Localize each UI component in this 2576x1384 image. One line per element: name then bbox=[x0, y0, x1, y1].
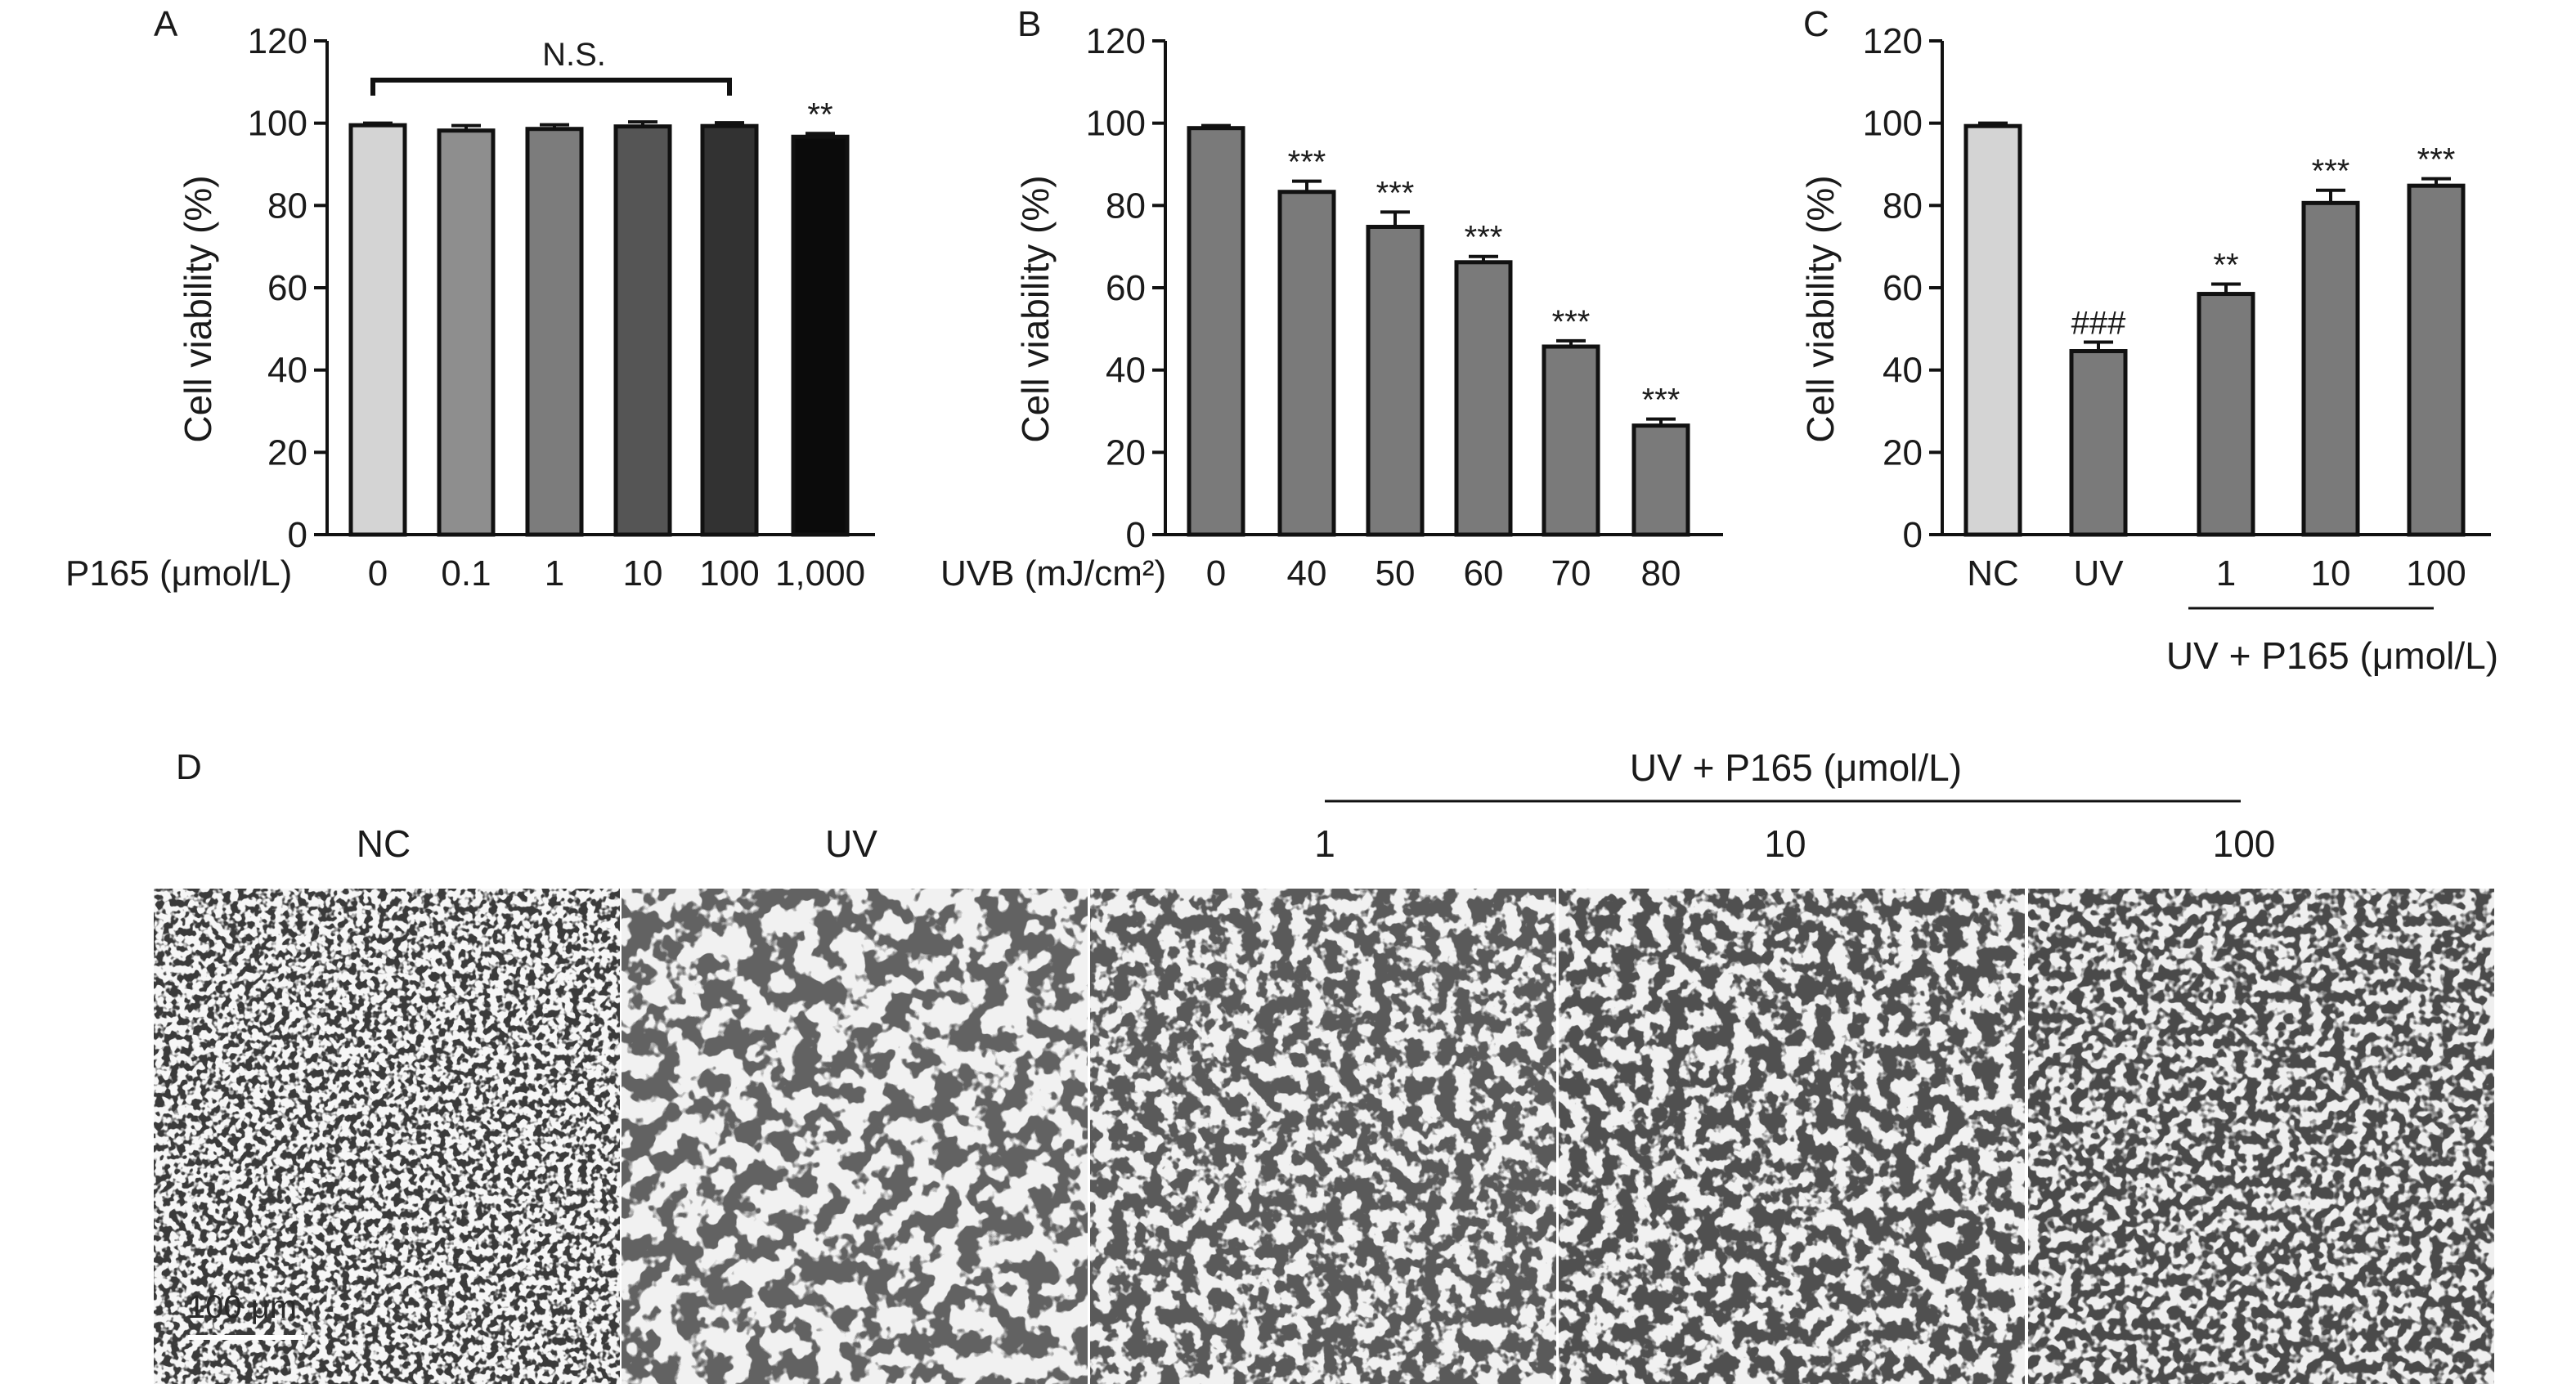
y-tick-label: 0 bbox=[1903, 515, 1923, 555]
x-tick-label: NC bbox=[1967, 553, 2019, 593]
significance-label: ** bbox=[2213, 247, 2238, 283]
significance-label: *** bbox=[2417, 142, 2456, 178]
bar bbox=[2301, 200, 2360, 537]
scale-bar-label: 100 μm bbox=[187, 1289, 297, 1325]
y-tick-label: 100 bbox=[1086, 104, 1146, 144]
x-tick-label: 10 bbox=[623, 553, 663, 593]
bar bbox=[348, 123, 407, 537]
y-tick-label: 20 bbox=[1883, 432, 1923, 473]
x-tick-label: 0 bbox=[1206, 553, 1226, 593]
x-tick-label: 1 bbox=[2216, 553, 2236, 593]
x-tick-label: 60 bbox=[1464, 553, 1504, 593]
y-tick-label: 80 bbox=[267, 186, 307, 226]
y-tick-label: 0 bbox=[288, 515, 307, 555]
x-tick-label: 0 bbox=[368, 553, 388, 593]
y-tick-label: 120 bbox=[1863, 21, 1923, 61]
significance-label: ### bbox=[2071, 305, 2126, 341]
bar bbox=[1963, 123, 2022, 537]
y-tick-label: 60 bbox=[1883, 268, 1923, 308]
x-tick-label: 50 bbox=[1376, 553, 1416, 593]
bar bbox=[791, 134, 850, 537]
y-tick-label: 100 bbox=[248, 104, 307, 144]
y-tick-label: 80 bbox=[1883, 186, 1923, 226]
y-tick-label: 20 bbox=[1106, 432, 1146, 473]
y-tick-label: 80 bbox=[1106, 186, 1146, 226]
x-tick-label: 40 bbox=[1287, 553, 1327, 593]
micrograph-nc bbox=[154, 889, 620, 1384]
y-axis-title: Cell viability (%) bbox=[1799, 175, 1842, 442]
y-tick-label: 40 bbox=[267, 351, 307, 391]
significance-label: *** bbox=[1642, 383, 1681, 419]
y-tick-label: 20 bbox=[267, 432, 307, 473]
panel-letter-a: A bbox=[154, 4, 178, 44]
x-axis-label-a: P165 (μmol/L) bbox=[65, 553, 292, 593]
x-tick-label: 100 bbox=[699, 553, 759, 593]
y-axis-title: Cell viability (%) bbox=[177, 175, 219, 442]
x-tick-label: 1,000 bbox=[775, 553, 865, 593]
panel-letter-b: B bbox=[1017, 4, 1041, 44]
bar bbox=[613, 124, 672, 537]
y-tick-label: 120 bbox=[1086, 21, 1146, 61]
condition-label-100: 100 bbox=[2213, 822, 2276, 865]
y-tick-label: 120 bbox=[248, 21, 307, 61]
ns-bracket: N.S. bbox=[370, 37, 732, 96]
significance-label: *** bbox=[1376, 175, 1415, 211]
significance-label: ** bbox=[807, 96, 832, 132]
x-axis-label-b: UVB (mJ/cm²) bbox=[940, 553, 1166, 593]
y-tick-label: 100 bbox=[1863, 104, 1923, 144]
bar bbox=[1542, 344, 1600, 537]
significance-label: *** bbox=[1465, 220, 1503, 256]
y-tick-label: 0 bbox=[1126, 515, 1146, 555]
micrograph-uv-p165-10 bbox=[1559, 889, 2025, 1384]
ns-bracket-label: N.S. bbox=[542, 37, 606, 73]
bar-chart-b: 0 20 40 60 80 100 120 Cell viability (%) 0 40 *** 5… bbox=[1014, 21, 1723, 593]
x-tick-label: UV bbox=[2073, 553, 2124, 593]
x-tick-label: 1 bbox=[545, 553, 564, 593]
significance-label: *** bbox=[1552, 304, 1591, 340]
x-tick-label: 80 bbox=[1641, 553, 1681, 593]
group-label-c: UV + P165 (μmol/L) bbox=[2166, 634, 2498, 677]
condition-label-10: 10 bbox=[1764, 822, 1806, 865]
bar bbox=[1277, 190, 1336, 537]
micrograph-uv-p165-100 bbox=[2028, 889, 2494, 1384]
y-tick-label: 60 bbox=[267, 268, 307, 308]
condition-label-nc: NC bbox=[357, 822, 411, 865]
y-tick-label: 40 bbox=[1883, 351, 1923, 391]
significance-label: *** bbox=[1288, 145, 1326, 181]
group-label-d: UV + P165 (μmol/L) bbox=[1630, 746, 1962, 789]
y-tick-label: 40 bbox=[1106, 351, 1146, 391]
x-tick-label: 0.1 bbox=[441, 553, 491, 593]
micrograph-uv-p165-1 bbox=[1090, 889, 1556, 1384]
bar bbox=[2197, 292, 2255, 537]
scale-bar: 100 μm bbox=[187, 1289, 304, 1340]
y-tick-label: 60 bbox=[1106, 268, 1146, 308]
x-tick-label: 100 bbox=[2406, 553, 2466, 593]
bar bbox=[525, 127, 584, 537]
y-axis-title: Cell viability (%) bbox=[1014, 175, 1057, 442]
significance-label: *** bbox=[2312, 154, 2350, 190]
bar bbox=[1631, 423, 1690, 537]
bar-chart-c: 0 20 40 60 80 100 120 Cell viability (%) NC UV ###… bbox=[1799, 21, 2491, 593]
x-tick-label: 10 bbox=[2311, 553, 2351, 593]
x-tick-label: 70 bbox=[1551, 553, 1591, 593]
panel-letter-d: D bbox=[176, 747, 202, 787]
bar bbox=[437, 128, 496, 537]
bar bbox=[2407, 183, 2466, 537]
condition-label-uv: UV bbox=[825, 822, 877, 865]
micrograph-uv bbox=[622, 889, 1088, 1384]
bar bbox=[1187, 126, 1245, 537]
bar bbox=[1366, 225, 1425, 537]
condition-label-1: 1 bbox=[1314, 822, 1335, 865]
bar bbox=[1454, 260, 1513, 537]
bar bbox=[700, 123, 759, 537]
bar-chart-a: 0 20 40 60 80 100 120 Cell viability (%) 0 0.1 1 10… bbox=[177, 21, 875, 593]
panel-letter-c: C bbox=[1803, 4, 1829, 44]
bar bbox=[2069, 349, 2128, 537]
